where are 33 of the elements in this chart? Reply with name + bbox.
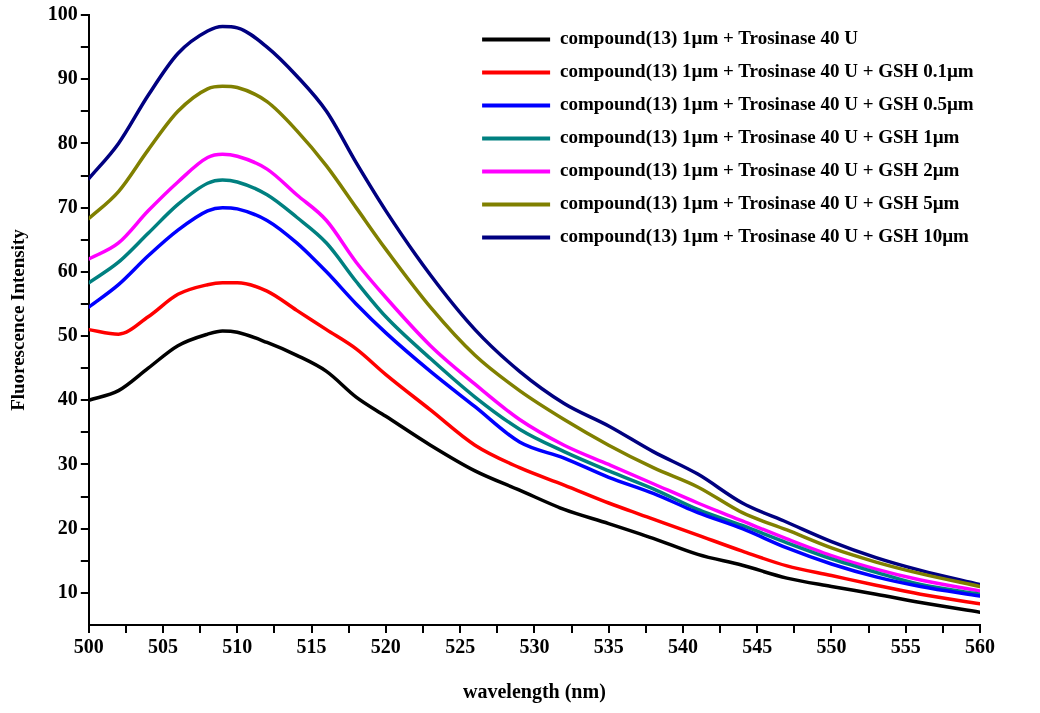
x-tick-label: 525	[445, 635, 476, 658]
legend-label: compound(13) 1µm + Trosinase 40 U + GSH 2µm	[560, 159, 960, 182]
y-tick-label: 30	[57, 451, 78, 474]
y-tick-label: 40	[57, 387, 78, 410]
y-axis-title: Fluorescence Intensity	[7, 228, 29, 411]
x-tick-label: 505	[148, 635, 179, 658]
legend-label: compound(13) 1µm + Trosinase 40 U	[560, 27, 859, 50]
x-tick-label: 555	[890, 635, 921, 658]
legend-label: compound(13) 1µm + Trosinase 40 U + GSH 0.1µm	[560, 60, 974, 83]
x-tick-label: 510	[222, 635, 253, 658]
x-tick-label: 535	[593, 635, 624, 658]
legend-label: compound(13) 1µm + Trosinase 40 U + GSH 0.5µm	[560, 93, 974, 116]
legend-label: compound(13) 1µm + Trosinase 40 U + GSH 1µm	[560, 126, 960, 149]
x-tick-label: 550	[816, 635, 847, 658]
x-tick-label: 530	[519, 635, 550, 658]
legend-label: compound(13) 1µm + Trosinase 40 U + GSH 10µm	[560, 225, 970, 248]
x-tick-label: 545	[742, 635, 773, 658]
x-tick-label: 520	[370, 635, 401, 658]
y-tick-label: 70	[57, 194, 78, 217]
y-tick-label: 100	[47, 2, 78, 25]
x-axis-title: wavelength (nm)	[463, 680, 606, 704]
y-tick-label: 60	[57, 259, 78, 282]
x-tick-label: 515	[296, 635, 327, 658]
y-tick-label: 90	[57, 66, 78, 89]
line-series	[88, 281, 980, 606]
x-tick-label: 500	[73, 635, 104, 658]
y-tick-label: 20	[57, 515, 78, 538]
y-tick-label: 80	[57, 130, 78, 153]
y-tick-label: 10	[57, 580, 78, 603]
x-tick-label: 560	[965, 635, 995, 658]
legend-label: compound(13) 1µm + Trosinase 40 U + GSH 5µm	[560, 192, 960, 215]
x-tick-label: 540	[667, 635, 698, 658]
y-tick-label: 50	[57, 323, 78, 346]
